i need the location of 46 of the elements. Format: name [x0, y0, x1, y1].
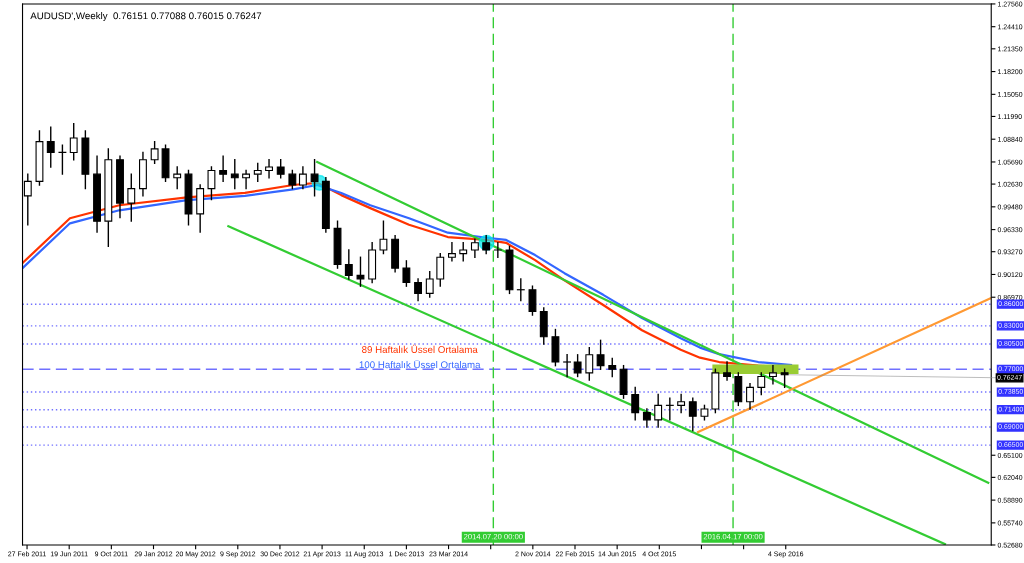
- candlestick: [414, 278, 423, 302]
- candlestick: [493, 242, 502, 258]
- candlestick: [436, 252, 445, 287]
- text: AUDUSD',Weekly 0.76151 0.77088 0.76015 0.76247: [30, 12, 262, 22]
- candlestick: [310, 159, 319, 197]
- candlestick: [573, 354, 582, 378]
- candlestick: [46, 126, 55, 168]
- candlestick: [344, 249, 353, 280]
- candlestick: [631, 386, 640, 421]
- candlestick: [608, 357, 617, 378]
- candlestick: [379, 220, 388, 255]
- candlestick: [516, 278, 525, 302]
- candlestick: [585, 346, 594, 381]
- text: 89 Haftalık Üssel Ortalama: [362, 344, 478, 354]
- candlestick: [127, 173, 136, 222]
- candlestick: [746, 383, 754, 410]
- candlestick: [563, 354, 572, 378]
- text: 100 Haftalık Üssel Ortalama: [359, 359, 481, 369]
- candlestick: [528, 285, 537, 316]
- candlestick: [425, 271, 434, 298]
- candlestick: [677, 393, 686, 414]
- candlestick: [654, 393, 663, 428]
- candlestick: [447, 242, 456, 262]
- candlestick: [207, 166, 216, 201]
- candlestick: [219, 155, 228, 183]
- candlestick: [642, 408, 651, 428]
- candlestick: [288, 169, 297, 190]
- candlestick: [723, 361, 731, 381]
- candlestick: [402, 260, 411, 287]
- candlestick: [688, 397, 697, 432]
- candlestick: [757, 372, 766, 396]
- candlestick: [780, 368, 789, 389]
- candlestick: [356, 256, 365, 287]
- candlestick: [470, 238, 479, 258]
- candlestick: [596, 339, 605, 370]
- candlestick: [276, 159, 285, 179]
- candlestick: [459, 242, 468, 262]
- candlestick: [482, 234, 491, 255]
- candlestick: [298, 166, 307, 190]
- candlestick: [265, 159, 273, 179]
- candlestick: [253, 162, 262, 183]
- candlestick: [150, 140, 159, 165]
- candlestick: [58, 144, 67, 175]
- candlestick: [69, 122, 78, 161]
- candlestick: [769, 364, 777, 385]
- candlestick: [665, 397, 674, 421]
